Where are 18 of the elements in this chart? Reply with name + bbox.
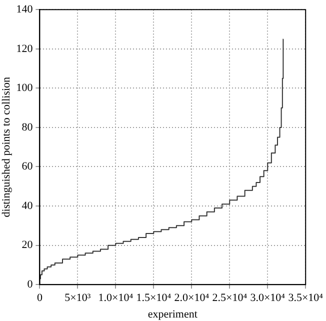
x-tick-label: 1.5×10⁴ (136, 292, 172, 304)
y-tick-label: 80 (22, 121, 34, 134)
x-axis-title: experiment (148, 308, 198, 320)
x-tick-label: 2.5×10⁴ (212, 292, 248, 304)
y-axis-title: distinguished points to collision (0, 76, 12, 218)
y-tick-label: 60 (22, 160, 34, 173)
x-tick-label: 0 (36, 292, 43, 304)
y-tick-label: 140 (16, 3, 34, 16)
y-tick-label: 100 (16, 82, 34, 94)
y-tick-label: 20 (22, 239, 34, 252)
x-tick-label: 1.0×10⁴ (98, 292, 134, 304)
x-tick-label: 3.0×10⁴ (250, 292, 286, 304)
x-tick-label: 3.5×10⁴ (288, 292, 324, 304)
x-tick-label: 2.0×10⁴ (174, 292, 210, 304)
y-tick-label: 120 (16, 42, 34, 55)
x-tick-label: 5×10³ (64, 292, 92, 304)
y-tick-label: 0 (27, 278, 34, 290)
y-tick-label: 40 (22, 200, 34, 212)
